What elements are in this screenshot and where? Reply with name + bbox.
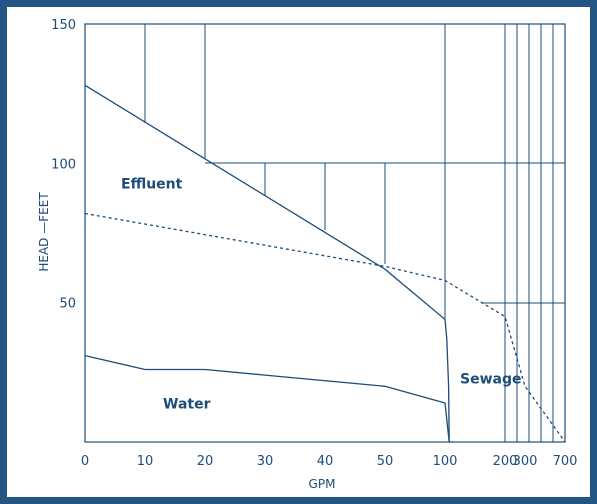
- series-line-1: [84, 84, 450, 443]
- x-tick-label: 20: [197, 454, 214, 469]
- x-axis-label: GPM: [309, 477, 336, 491]
- x-tick-label: 700: [553, 454, 578, 469]
- x-tick-label: 50: [377, 454, 394, 469]
- plot-axes: [84, 23, 566, 443]
- series-line-2: [84, 212, 566, 443]
- y-tick-label: 150: [51, 18, 76, 33]
- y-tick-labels: 150 100 50: [51, 18, 76, 312]
- y-tick-label: 50: [59, 297, 76, 312]
- x-tick-label: 300: [513, 454, 538, 469]
- x-tick-label: 30: [257, 454, 274, 469]
- plot-border: [84, 23, 566, 443]
- y-tick-label: 100: [51, 157, 76, 172]
- x-tick-label: 0: [81, 454, 89, 469]
- region-label-sewage: Sewage: [460, 371, 521, 387]
- x-tick-label: 200: [493, 454, 518, 469]
- series-line-3: [84, 354, 450, 443]
- x-tick-label: 10: [137, 454, 154, 469]
- grid-lines: [144, 24, 565, 442]
- region-labels: Effluent Water Sewage: [121, 176, 521, 412]
- x-tick-label: 40: [317, 454, 334, 469]
- region-label-effluent: Effluent: [121, 176, 183, 192]
- x-tick-label: 100: [433, 454, 458, 469]
- y-axis-label: HEAD —FEET: [37, 192, 51, 272]
- region-label-water: Water: [163, 397, 211, 413]
- series-lines: [84, 84, 566, 443]
